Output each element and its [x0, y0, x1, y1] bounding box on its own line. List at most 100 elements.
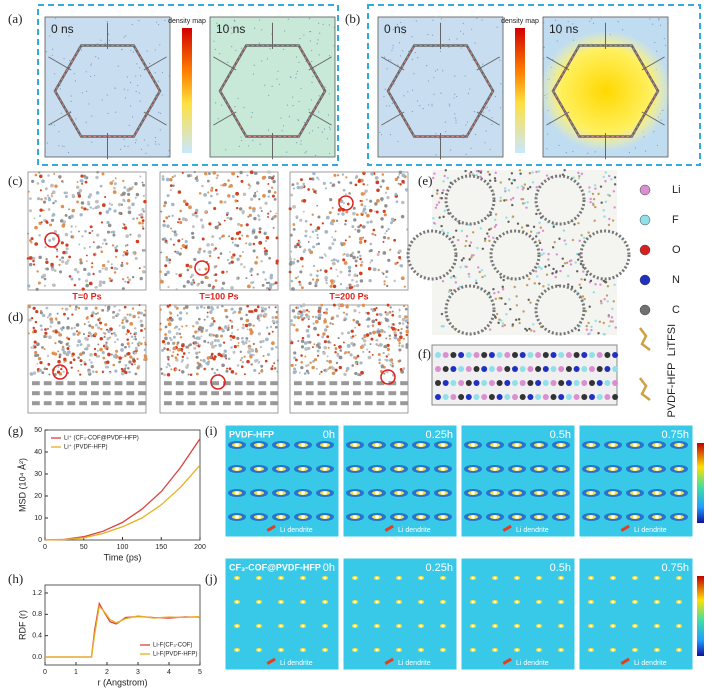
atom [294, 363, 297, 367]
atom [239, 170, 243, 175]
atom [166, 224, 170, 228]
linker [213, 56, 237, 71]
atom [307, 240, 310, 243]
atom [66, 325, 70, 330]
atom [316, 333, 320, 337]
atom [398, 308, 401, 311]
atom [356, 213, 359, 216]
field-spot [516, 601, 518, 603]
atom [378, 343, 383, 347]
atom [494, 213, 498, 216]
ion [61, 145, 63, 147]
atom [219, 200, 223, 204]
ion [460, 30, 462, 32]
atom [343, 253, 346, 255]
ion [317, 127, 319, 129]
atom [39, 309, 43, 312]
atom [107, 307, 110, 311]
atom [128, 360, 132, 364]
atom [84, 180, 88, 184]
atom [345, 305, 349, 309]
legend-swatch [639, 304, 651, 316]
atom [39, 174, 43, 179]
atom [103, 335, 106, 338]
atom [435, 352, 441, 358]
atom [347, 331, 350, 335]
atom [213, 355, 217, 359]
atom [363, 334, 367, 339]
atom [60, 327, 63, 330]
atom [385, 312, 390, 316]
atom [233, 310, 236, 314]
ion [280, 117, 282, 119]
atom [481, 247, 485, 250]
ion [396, 23, 398, 26]
atom [568, 259, 572, 263]
atom [360, 192, 365, 196]
atom [113, 186, 116, 190]
atom [356, 256, 359, 259]
atom [323, 340, 327, 344]
atom [131, 202, 135, 207]
atom [38, 214, 42, 218]
ion [108, 39, 110, 41]
atom [596, 352, 603, 358]
atom [402, 337, 405, 340]
ion [139, 100, 141, 102]
atom [236, 199, 239, 202]
cof-layer [91, 401, 99, 406]
atom [316, 233, 319, 236]
atom [85, 346, 89, 351]
atom [173, 232, 178, 237]
atom [226, 216, 229, 220]
atom [487, 235, 491, 238]
cof-layer [317, 401, 326, 406]
atom [318, 256, 322, 259]
atom [217, 256, 220, 259]
atom [565, 261, 569, 264]
atom [34, 173, 38, 177]
atom [325, 308, 329, 311]
cof-layer [55, 381, 64, 386]
atom [193, 257, 197, 262]
atom [385, 186, 390, 191]
atom [61, 307, 64, 310]
field-spot [257, 467, 261, 471]
atom [206, 179, 210, 183]
atom [527, 366, 534, 372]
ion [288, 116, 290, 118]
ion [287, 18, 289, 20]
atom [254, 260, 258, 265]
atom [303, 372, 307, 375]
atom [596, 366, 603, 372]
atom [127, 206, 131, 210]
atom [293, 351, 297, 355]
atom [272, 179, 276, 184]
atom [380, 197, 384, 201]
field-spot [677, 443, 681, 447]
atom [26, 284, 31, 288]
atom [383, 213, 387, 217]
ion [259, 143, 261, 145]
atom [113, 266, 117, 271]
ion [431, 103, 433, 105]
atom [109, 371, 112, 374]
field-spot [324, 601, 326, 603]
atom [587, 231, 590, 234]
ion [444, 121, 446, 123]
atom [195, 344, 198, 347]
atom [383, 283, 386, 286]
atom [141, 181, 144, 184]
atom [383, 330, 386, 334]
atom [160, 279, 164, 284]
atom [101, 351, 105, 355]
atom [198, 351, 201, 354]
ion [434, 70, 437, 72]
atom [336, 354, 340, 358]
linker [48, 111, 72, 126]
annotation: Li dendrite [398, 527, 431, 534]
atom [609, 320, 612, 323]
atom [404, 315, 408, 319]
atom [34, 320, 38, 324]
atom [187, 351, 190, 354]
